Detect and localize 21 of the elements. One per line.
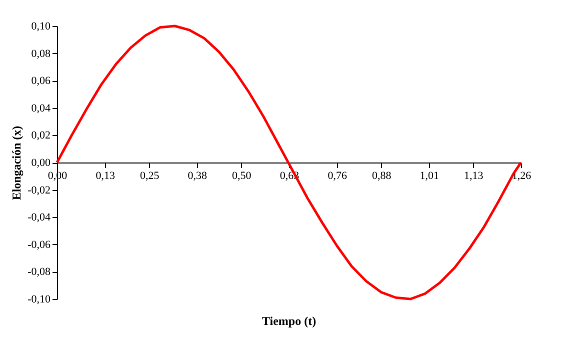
y-tick-label: -0,02 [28,184,50,196]
y-tick-label: -0,06 [28,238,51,251]
y-tick-label: 0,08 [31,48,51,60]
x-tick-label: 0,76 [328,170,348,182]
y-tick-label: 0,10 [31,20,51,32]
y-tick-label: -0,08 [28,266,51,278]
y-tick-label: -0,04 [28,212,51,224]
y-tick-label: 0,00 [31,157,51,169]
x-tick-label: 0,88 [372,170,392,182]
y-tick-label: 0,04 [31,102,51,114]
x-tick-label: 0,13 [96,170,116,182]
x-axis-title: Tiempo (t) [262,314,316,328]
x-tick-label: 0,50 [232,170,252,182]
y-tick-label: 0,02 [31,130,50,142]
x-tick-label: 1,13 [464,170,484,182]
x-tick-label: 1,01 [420,170,440,182]
y-axis-title: Elongación (x) [10,126,24,200]
x-tick-label: 0,38 [188,170,208,182]
y-tick-label: 0,06 [31,75,51,88]
y-tick-label: -0,10 [28,294,51,306]
x-tick-label: 0,25 [140,170,160,182]
